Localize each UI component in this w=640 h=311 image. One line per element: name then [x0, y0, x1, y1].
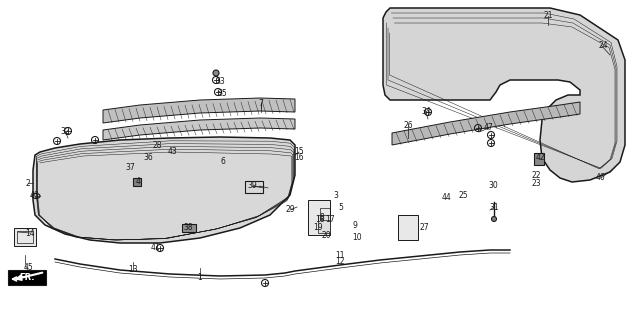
Bar: [308, 200, 330, 235]
Text: 37: 37: [125, 164, 135, 173]
Text: 22: 22: [531, 170, 541, 179]
Bar: [17, 231, 33, 243]
Text: 23: 23: [531, 179, 541, 188]
Text: 11: 11: [335, 250, 345, 259]
Text: 3: 3: [333, 192, 339, 201]
Text: 19: 19: [313, 224, 323, 233]
Text: 39: 39: [247, 182, 257, 191]
Text: 26: 26: [403, 120, 413, 129]
Bar: [14, 228, 36, 246]
Text: 24: 24: [598, 40, 608, 49]
Text: 7: 7: [259, 99, 264, 108]
Text: 29: 29: [285, 206, 295, 215]
Text: 8: 8: [319, 213, 324, 222]
Text: FR.: FR.: [19, 272, 35, 281]
Text: 36: 36: [143, 154, 153, 163]
Bar: [398, 215, 418, 240]
Polygon shape: [103, 118, 295, 140]
Text: 28: 28: [152, 142, 162, 151]
Text: 46: 46: [596, 174, 606, 183]
Text: 2: 2: [26, 179, 30, 188]
Text: 13: 13: [128, 266, 138, 275]
Polygon shape: [392, 102, 580, 145]
Text: 45: 45: [23, 263, 33, 272]
Text: 40: 40: [30, 192, 40, 201]
Bar: [320, 208, 330, 220]
Text: 18: 18: [316, 216, 324, 225]
Text: 9: 9: [353, 220, 357, 230]
Text: 10: 10: [352, 233, 362, 242]
Polygon shape: [383, 8, 625, 182]
Bar: [318, 215, 330, 233]
Text: 17: 17: [325, 216, 335, 225]
Text: 44: 44: [442, 193, 452, 202]
Text: 43: 43: [168, 146, 178, 156]
Text: 15: 15: [294, 147, 304, 156]
Text: 1: 1: [198, 273, 202, 282]
FancyBboxPatch shape: [8, 270, 46, 285]
Bar: [245, 181, 263, 193]
Bar: [182, 224, 196, 232]
Text: 16: 16: [294, 154, 304, 163]
Text: 35: 35: [217, 89, 227, 98]
Text: 38: 38: [183, 222, 193, 231]
Text: 12: 12: [335, 258, 345, 267]
Circle shape: [213, 70, 219, 76]
Polygon shape: [33, 137, 295, 243]
Text: 14: 14: [25, 229, 35, 238]
Text: 27: 27: [419, 224, 429, 233]
Text: 42: 42: [535, 154, 545, 163]
Text: 4: 4: [136, 177, 140, 185]
Text: 21: 21: [543, 12, 553, 21]
Text: 31: 31: [489, 202, 499, 211]
Text: 32: 32: [60, 127, 70, 136]
Text: 41: 41: [150, 244, 160, 253]
Text: 25: 25: [458, 192, 468, 201]
Text: 34: 34: [421, 108, 431, 117]
Bar: [534, 153, 544, 165]
Text: 47: 47: [484, 123, 494, 132]
Bar: [133, 178, 141, 186]
Text: 20: 20: [321, 230, 331, 239]
Text: 30: 30: [488, 182, 498, 191]
Polygon shape: [103, 98, 295, 123]
Text: 6: 6: [221, 157, 225, 166]
Text: 5: 5: [339, 203, 344, 212]
Circle shape: [492, 216, 497, 221]
Text: 33: 33: [215, 77, 225, 86]
